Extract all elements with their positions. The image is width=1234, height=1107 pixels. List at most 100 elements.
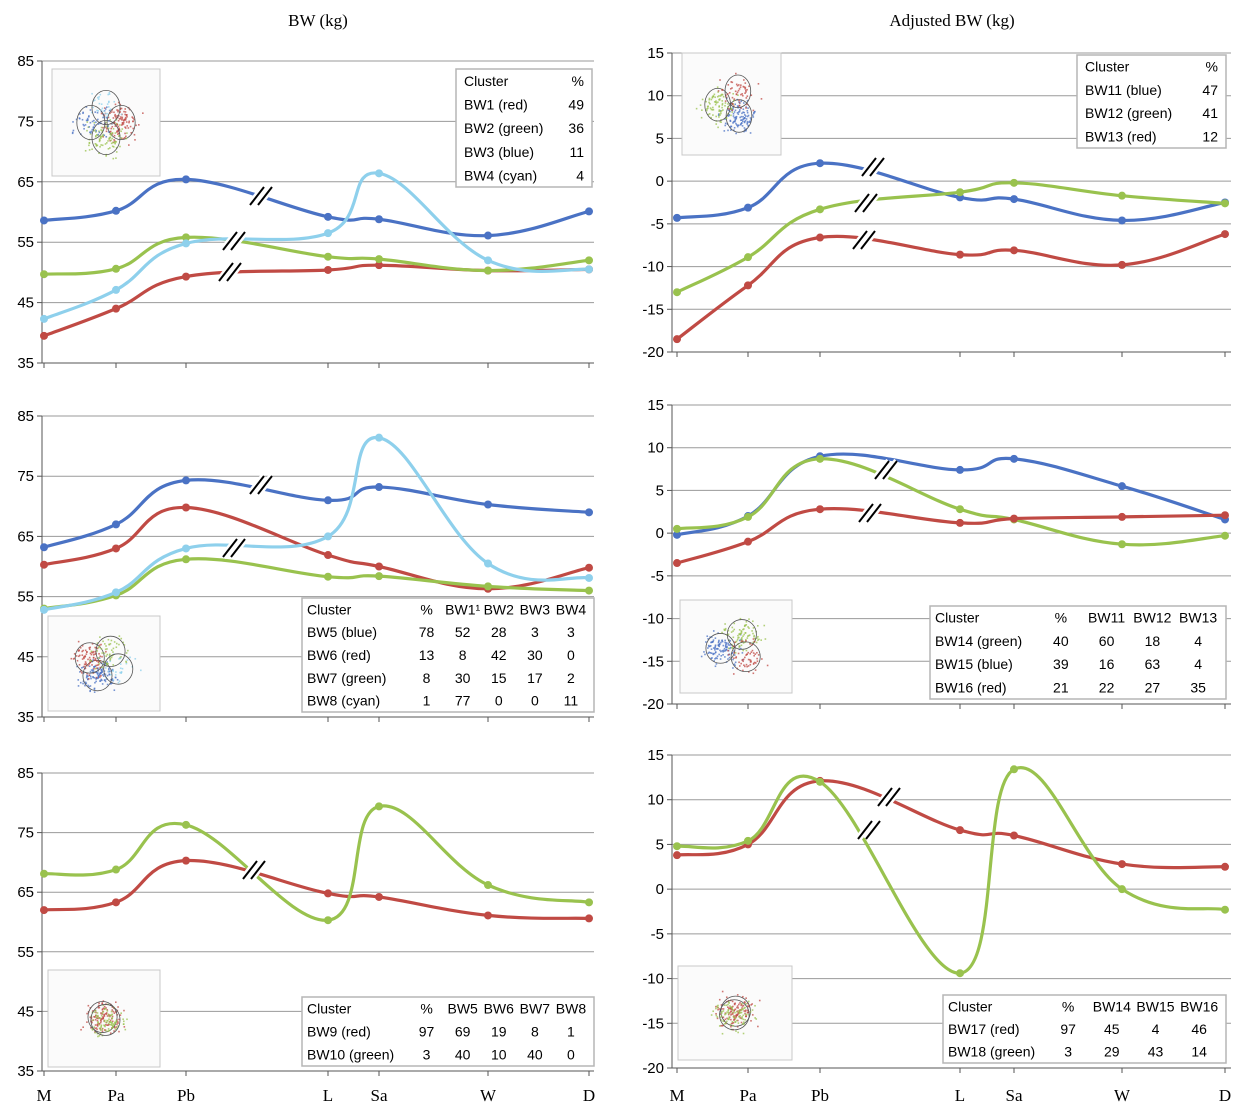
scatter-dot (122, 1018, 124, 1021)
scatter-dot (707, 113, 710, 116)
scatter-dot (91, 642, 94, 645)
scatter-dot (740, 662, 742, 665)
scatter-dot (107, 93, 110, 96)
scatter-dot (97, 676, 100, 678)
scatter-dot (91, 1028, 94, 1030)
scatter-dot (718, 106, 720, 108)
table-frame (455, 68, 593, 188)
scatter-dot (714, 651, 717, 654)
scatter-dot (134, 657, 137, 660)
data-point (375, 433, 383, 442)
table-cell: 0 (567, 1047, 575, 1063)
scatter-dot (744, 1013, 747, 1015)
scatter-dot (730, 1007, 732, 1010)
scatter-dot (728, 1002, 730, 1004)
scatter-dot (142, 112, 144, 114)
scatter-dot (727, 107, 730, 110)
data-point (1221, 862, 1229, 871)
scatter-dot (121, 123, 124, 126)
scatter-dot (741, 1022, 744, 1025)
scatter-dot (99, 676, 101, 678)
scatter-dot (752, 114, 754, 116)
scatter-dot (101, 670, 103, 672)
scatter-dot (96, 109, 98, 112)
scatter-dot (750, 118, 752, 121)
scatter-dot (86, 129, 88, 132)
scatter-dot (721, 1008, 723, 1010)
scatter-dot (124, 113, 126, 116)
scatter-dot (102, 1016, 104, 1018)
scatter-dot (94, 650, 96, 653)
scatter-dot (120, 107, 123, 110)
scatter-dot (732, 1021, 735, 1024)
scatter-dot (741, 1016, 743, 1018)
scatter-dot (85, 106, 88, 108)
scatter-dot (710, 641, 712, 644)
data-point (484, 559, 492, 568)
scatter-dot (113, 100, 116, 103)
axis-break-mark (872, 458, 900, 482)
data-point (182, 175, 190, 184)
data-point (744, 836, 752, 845)
scatter-dot (112, 1010, 115, 1013)
scatter-dot (719, 1016, 722, 1019)
scatter-dot (740, 644, 743, 647)
table-cell: 11 (564, 693, 579, 709)
scatter-dot (108, 93, 111, 95)
scatter-dot (735, 640, 738, 643)
scatter-dot (729, 110, 731, 113)
scatter-dot (726, 106, 729, 108)
scatter-dot (744, 115, 747, 117)
table-header-cell: BW12 (1133, 610, 1171, 626)
scatter-dot (106, 661, 108, 663)
scatter-dot (99, 636, 101, 638)
scatter-dot (744, 1010, 747, 1013)
scatter-dot (737, 634, 739, 637)
scatter-dot (71, 132, 74, 135)
scatter-dot (749, 117, 752, 119)
data-point (324, 572, 332, 581)
scatter-dot (706, 108, 708, 110)
data-point (40, 560, 48, 569)
scatter-dot (727, 642, 729, 645)
scatter-dot (760, 639, 762, 641)
scatter-dot (724, 649, 727, 652)
scatter-dot (732, 1005, 734, 1008)
scatter-dot (743, 633, 745, 636)
y-tick-label: -10 (642, 611, 664, 628)
table-cell: 4 (1194, 633, 1202, 649)
scatter-dot (734, 652, 737, 654)
cluster-scatter-inset (677, 965, 793, 1061)
scatter-dot (88, 674, 91, 676)
scatter-dot (727, 1007, 730, 1010)
scatter-dot (94, 1031, 96, 1034)
data-point (1118, 512, 1126, 521)
scatter-dot (100, 144, 102, 146)
scatter-dot (96, 664, 99, 666)
scatter-dot (111, 1015, 114, 1018)
scatter-dot (728, 653, 730, 656)
scatter-dot (741, 120, 744, 123)
scatter-dot (715, 657, 717, 659)
scatter-dot (704, 653, 706, 656)
scatter-dot (119, 671, 121, 674)
scatter-dot (84, 124, 87, 126)
data-point (1010, 831, 1018, 840)
scatter-dot (100, 1020, 102, 1022)
scatter-dot (739, 633, 741, 635)
scatter-dot (738, 1011, 741, 1013)
scatter-dot (741, 659, 744, 661)
scatter-dot (114, 113, 116, 116)
scatter-dot (114, 115, 116, 117)
scatter-dot (707, 652, 710, 654)
scatter-dot (111, 133, 114, 135)
scatter-dot (118, 643, 120, 646)
table-header-cell: BW11 (1088, 610, 1125, 626)
scatter-dot (99, 1032, 102, 1035)
scatter-dot (118, 1018, 120, 1021)
y-tick-label: 0 (656, 173, 664, 190)
